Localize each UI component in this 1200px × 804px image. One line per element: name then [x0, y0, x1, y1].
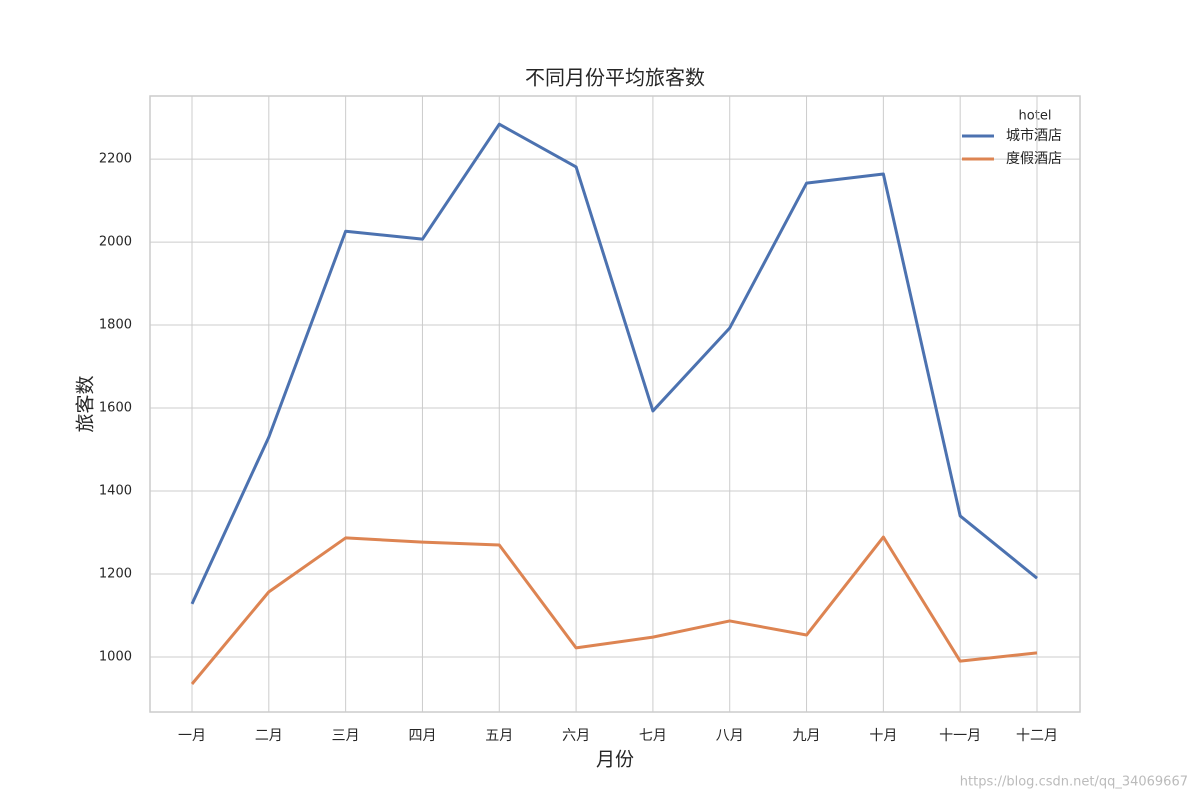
y-tick-label: 1400: [99, 484, 132, 499]
x-tick-label: 四月: [408, 728, 436, 744]
x-tick-label: 五月: [485, 728, 513, 744]
y-axis-label: 旅客数: [75, 375, 97, 432]
plot-frame: [149, 95, 1081, 713]
y-tick-label: 1600: [99, 401, 132, 416]
y-tick-label: 2200: [99, 152, 132, 167]
x-tick-label: 一月: [178, 728, 206, 744]
legend-label: 度假酒店: [1006, 151, 1062, 167]
legend-title: hotel: [1019, 109, 1052, 124]
y-tick-label: 1800: [99, 318, 132, 333]
x-tick-label: 十二月: [1016, 728, 1058, 744]
y-tick-label: 1000: [99, 650, 132, 665]
x-tick-label: 七月: [639, 728, 667, 744]
legend-label: 城市酒店: [1006, 127, 1062, 144]
x-tick-label: 十月: [869, 728, 897, 744]
x-tick-label: 八月: [716, 728, 744, 744]
x-tick-label: 二月: [255, 728, 283, 744]
chart-title: 不同月份平均旅客数: [525, 66, 705, 90]
x-tick-label: 九月: [793, 728, 821, 744]
y-tick-label: 2000: [99, 235, 132, 250]
line-series: [190, 122, 1038, 605]
x-tick-label: 十一月: [939, 728, 981, 744]
x-axis-label: 月份: [596, 749, 634, 771]
watermark: https://blog.csdn.net/qq_34069667: [960, 775, 1188, 790]
line-series: [190, 535, 1038, 685]
x-tick-label: 三月: [332, 728, 360, 744]
y-tick-label: 1200: [99, 567, 132, 582]
x-tick-label: 六月: [562, 728, 590, 744]
